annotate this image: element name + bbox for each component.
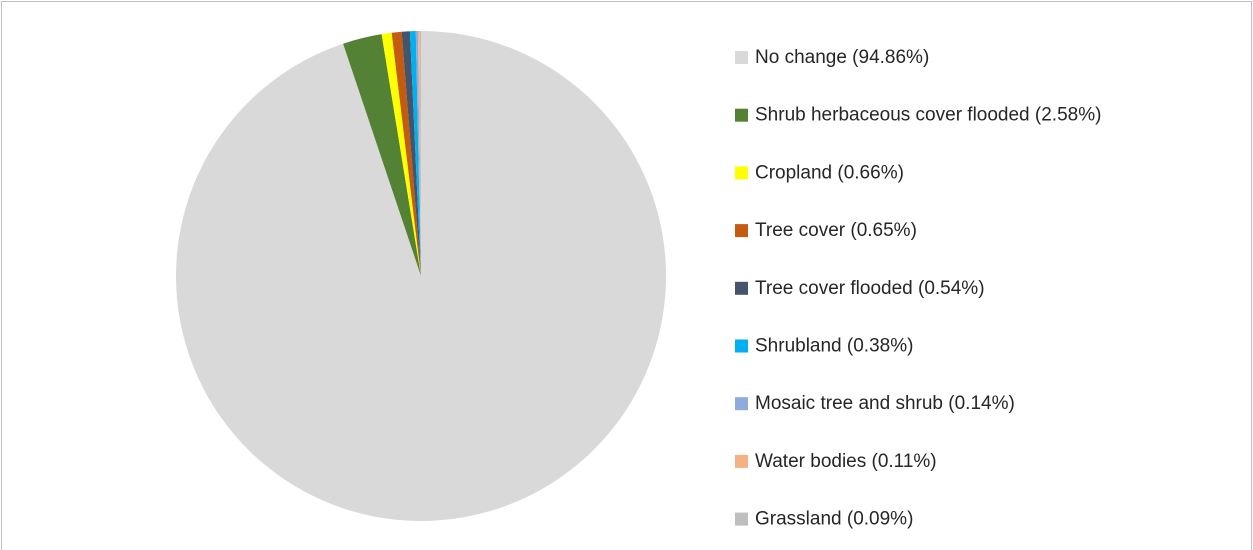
legend-swatch bbox=[735, 166, 748, 180]
pie-slice bbox=[409, 31, 421, 276]
legend-swatch bbox=[735, 51, 748, 64]
legend-swatch bbox=[735, 224, 748, 238]
pie-slice bbox=[419, 31, 421, 276]
legend-swatch bbox=[735, 454, 748, 468]
legend-label: Shrub herbaceous cover flooded (2.58%) bbox=[755, 105, 1101, 126]
legend-swatch bbox=[735, 339, 748, 353]
legend-label: Mosaic tree and shrub (0.14%) bbox=[755, 393, 1015, 414]
legend-swatch bbox=[735, 281, 748, 295]
legend-label: Water bodies (0.11%) bbox=[755, 451, 937, 472]
legend-label: Cropland (0.66%) bbox=[755, 162, 904, 183]
pie-slice bbox=[343, 34, 421, 276]
legend-swatch bbox=[735, 512, 748, 526]
pie-slice bbox=[417, 31, 421, 276]
legend-swatch bbox=[735, 108, 748, 122]
legend-label: No change (94.86%) bbox=[755, 47, 929, 68]
legend-label: Shrubland (0.38%) bbox=[755, 336, 913, 357]
legend-label: Grassland (0.09%) bbox=[755, 509, 913, 530]
legend-label: Tree cover flooded (0.54%) bbox=[755, 278, 985, 299]
legend-label: Tree cover (0.65%) bbox=[755, 220, 917, 241]
legend-swatch bbox=[735, 397, 748, 411]
pie-slice bbox=[381, 32, 421, 276]
pie-slice bbox=[401, 31, 421, 276]
pie-slice bbox=[391, 31, 421, 276]
pie-slice bbox=[415, 31, 421, 276]
